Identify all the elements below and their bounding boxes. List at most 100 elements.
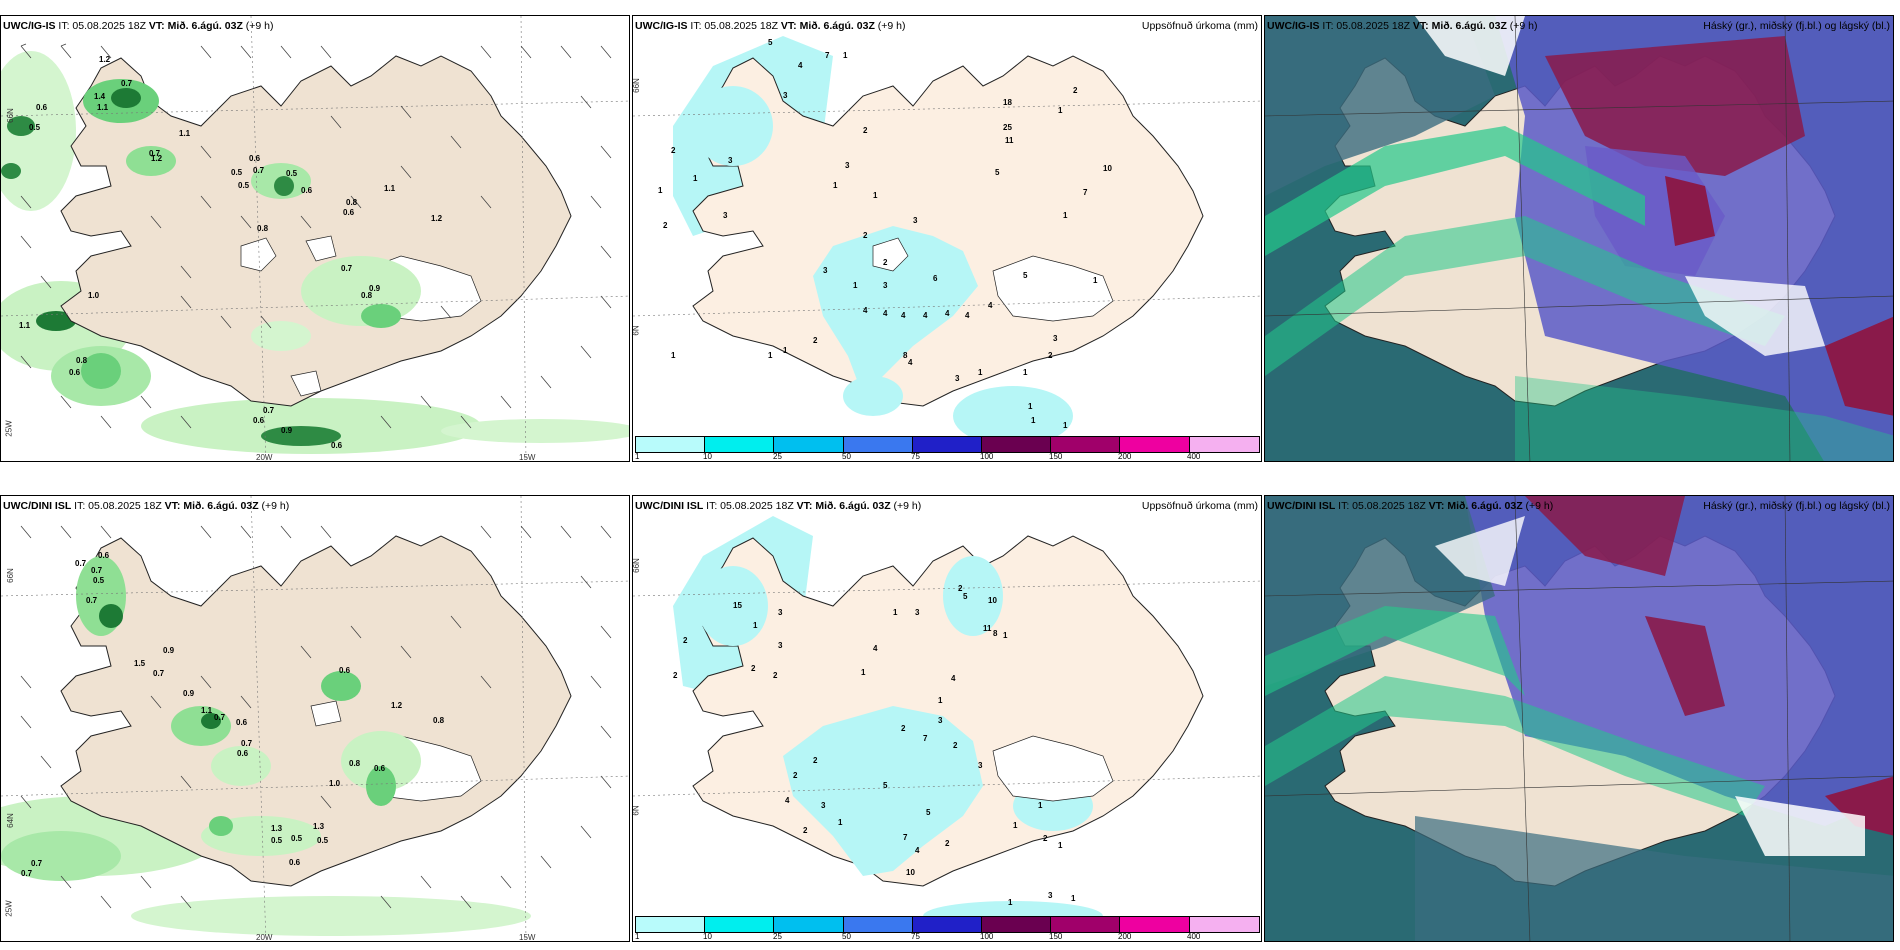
precip-value: 1.2: [99, 55, 111, 64]
valid-label: VT:: [164, 500, 181, 512]
precip-value: 0.7: [121, 79, 133, 88]
glacier: [872, 237, 909, 272]
accum-value: 1: [1031, 416, 1036, 425]
legend-swatch: [912, 917, 982, 932]
legend-swatch: [981, 437, 1052, 452]
legend-tick: 100: [980, 452, 994, 461]
lon-label-25: 25W: [4, 420, 14, 437]
legend-swatch: [705, 917, 775, 932]
accum-value: 1: [1063, 421, 1068, 430]
accum-value: 3: [728, 156, 733, 165]
panel-title: UWC/IG-IS IT: 05.08.2025 18Z VT: Mið. 6.…: [1267, 20, 1538, 32]
accum-value: 4: [951, 674, 956, 683]
precip-value: 0.7: [341, 264, 353, 273]
precip-value: 1.1: [19, 321, 31, 330]
precip-value: 1.2: [431, 214, 443, 223]
precip-value: 0.7: [253, 166, 265, 175]
precip-value: 0.7: [241, 739, 253, 748]
precip-value: 0.5: [93, 576, 105, 585]
graticule: [1265, 16, 1893, 461]
accum-value: 4: [965, 311, 970, 320]
accum-value: 1: [861, 668, 866, 677]
accum-value: 3: [723, 211, 728, 220]
panel-title: UWC/DINI ISL IT: 05.08.2025 18Z VT: Mið.…: [635, 500, 921, 512]
accum-value: 4: [785, 796, 790, 805]
lead-time: (+9 h): [877, 20, 906, 32]
accum-value: 2: [813, 756, 818, 765]
precip-value: 0.9: [163, 646, 175, 655]
valid-time: Mið. 6.ágú. 03Z: [1431, 20, 1507, 32]
accum-value: 3: [883, 281, 888, 290]
precip-value: 0.5: [286, 169, 298, 178]
precip-value: 0.5: [231, 168, 243, 177]
accum-value: 4: [923, 311, 928, 320]
legend-tick: 200: [1118, 932, 1132, 941]
precip-value: 0.8: [349, 759, 361, 768]
lat-label-66: 66N: [632, 558, 641, 573]
accum-value: 1: [783, 346, 788, 355]
precip-legend: 1 10 25 50 75 100 150 200 400: [633, 915, 1261, 941]
map-precip-wind: [1, 496, 629, 941]
accum-value: 3: [778, 608, 783, 617]
legend-swatch: [774, 437, 844, 452]
accum-value: 3: [821, 801, 826, 810]
panel-title: UWC/IG-IS IT: 05.08.2025 18Z VT: Mið. 6.…: [635, 20, 906, 32]
precip-value: 0.7: [214, 713, 226, 722]
accum-value: 1: [768, 351, 773, 360]
valid-time: Mið. 6.ágú. 03Z: [1447, 500, 1523, 512]
precip-value: 1.1: [97, 103, 109, 112]
accum-value: 1: [1058, 106, 1063, 115]
accum-value: 5: [768, 38, 773, 47]
valid-label: VT:: [780, 20, 797, 32]
precip-value: 0.6: [236, 718, 248, 727]
precip-value: 0.6: [253, 416, 265, 425]
precip-value: 0.5: [29, 123, 41, 132]
legend-swatch: [1189, 437, 1259, 452]
precip-value: 0.6: [69, 368, 81, 377]
accum-value: 4: [798, 61, 803, 70]
glacier: [992, 735, 1114, 802]
graticule: [1, 16, 629, 461]
accum-value: 2: [683, 636, 688, 645]
graticule: [633, 580, 1261, 797]
legend-swatch: [636, 917, 706, 932]
accum-value: 3: [938, 716, 943, 725]
legend-swatch: [981, 917, 1052, 932]
map-accum-precip: [633, 496, 1261, 941]
accum-value: 8: [903, 351, 908, 360]
legend-tick: 1: [635, 932, 640, 941]
accum-value: 10: [906, 868, 915, 877]
accum-value: 1: [1071, 894, 1076, 903]
precip-value: 0.8: [346, 198, 358, 207]
legend-swatches: [635, 436, 1260, 453]
graticule: [1, 496, 629, 941]
accum-value: 7: [903, 833, 908, 842]
accum-value: 6: [933, 274, 938, 283]
panel-field-title: Uppsöfnuð úrkoma (mm): [1141, 20, 1258, 32]
precip-value: 0.7: [21, 869, 33, 878]
accum-value: 1: [1023, 368, 1028, 377]
precip-value: 0.8: [257, 224, 269, 233]
accum-value: 3: [845, 161, 850, 170]
accum-value: 11: [1005, 136, 1014, 145]
legend-tick: 50: [842, 932, 851, 941]
precip-value: 1.2: [391, 701, 403, 710]
precip-value: 0.8: [361, 291, 373, 300]
precip-value: 1.3: [271, 824, 283, 833]
accum-value: 2: [945, 839, 950, 848]
model-name: UWC/IG-IS: [3, 20, 56, 32]
accum-value: 10: [988, 596, 997, 605]
panel-dini-clouds: UWC/DINI ISL IT: 05.08.2025 18Z VT: Mið.…: [1264, 495, 1894, 942]
precip-value: 0.5: [271, 836, 283, 845]
panel-dini-precip-wind: UWC/DINI ISL IT: 05.08.2025 18Z VT: Mið.…: [0, 495, 630, 942]
legend-tick: 200: [1118, 452, 1132, 461]
lat-label-66: 66N: [5, 568, 15, 583]
accum-value: 5: [883, 781, 888, 790]
panel-title: UWC/IG-IS IT: 05.08.2025 18Z VT: Mið. 6.…: [3, 20, 274, 32]
legend-tick: 150: [1049, 452, 1063, 461]
precip-value: 0.6: [331, 441, 343, 450]
valid-time: Mið. 6.ágú. 03Z: [799, 20, 875, 32]
init-time: IT: 05.08.2025 18Z: [58, 20, 146, 32]
precip-value: 1.0: [88, 291, 100, 300]
legend-tick: 10: [703, 932, 712, 941]
